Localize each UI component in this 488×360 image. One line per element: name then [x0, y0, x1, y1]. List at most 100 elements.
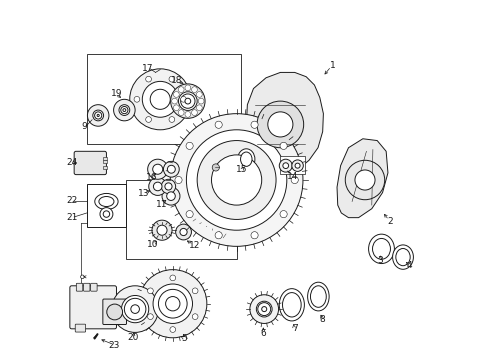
Circle shape [215, 121, 222, 128]
Bar [126, 180, 237, 259]
Bar [86, 184, 126, 226]
Circle shape [100, 208, 113, 221]
Circle shape [93, 110, 103, 121]
Circle shape [354, 170, 374, 190]
Circle shape [175, 176, 182, 184]
FancyBboxPatch shape [74, 151, 106, 175]
Circle shape [178, 87, 183, 93]
Circle shape [294, 163, 300, 168]
Circle shape [280, 142, 286, 149]
Circle shape [122, 109, 125, 112]
Circle shape [178, 92, 197, 111]
Text: 20: 20 [127, 333, 138, 342]
Circle shape [142, 81, 178, 117]
Text: 10: 10 [146, 240, 158, 249]
Circle shape [196, 105, 202, 111]
Circle shape [184, 98, 190, 104]
Text: 19: 19 [111, 89, 122, 98]
Circle shape [147, 159, 167, 179]
Text: 18: 18 [170, 76, 182, 85]
Circle shape [170, 84, 204, 118]
Text: 14: 14 [286, 172, 298, 181]
Text: 24: 24 [66, 158, 77, 167]
Ellipse shape [237, 149, 254, 170]
Ellipse shape [99, 197, 114, 207]
Circle shape [257, 101, 303, 148]
Circle shape [261, 307, 266, 312]
Circle shape [257, 303, 270, 316]
Circle shape [152, 164, 163, 174]
Circle shape [211, 155, 261, 205]
Ellipse shape [310, 286, 325, 307]
Text: 6: 6 [260, 329, 265, 338]
FancyBboxPatch shape [83, 283, 90, 291]
Text: 11: 11 [156, 199, 167, 208]
Circle shape [147, 288, 153, 294]
FancyBboxPatch shape [102, 299, 126, 324]
Circle shape [119, 105, 129, 116]
Text: 15: 15 [236, 166, 247, 175]
Circle shape [124, 298, 145, 320]
Polygon shape [246, 72, 323, 173]
Bar [279, 156, 304, 174]
Text: 1: 1 [329, 61, 335, 70]
Circle shape [158, 289, 187, 318]
Circle shape [196, 91, 202, 97]
Circle shape [139, 270, 206, 338]
Circle shape [131, 305, 139, 314]
Bar [102, 157, 107, 159]
Text: 4: 4 [406, 261, 411, 270]
Bar [86, 54, 241, 144]
Circle shape [280, 211, 286, 218]
Text: 21: 21 [66, 213, 77, 222]
Text: 2: 2 [386, 217, 392, 226]
Polygon shape [336, 139, 387, 218]
Circle shape [103, 211, 109, 217]
Circle shape [249, 295, 278, 323]
Text: 7: 7 [291, 324, 297, 333]
Circle shape [282, 163, 288, 168]
Polygon shape [188, 217, 230, 240]
Bar [102, 160, 107, 163]
Circle shape [121, 296, 148, 323]
Circle shape [173, 105, 179, 111]
Circle shape [215, 232, 222, 239]
FancyBboxPatch shape [90, 283, 97, 291]
FancyBboxPatch shape [76, 283, 82, 291]
Text: 5: 5 [181, 334, 187, 343]
Circle shape [192, 314, 198, 319]
Circle shape [148, 177, 166, 195]
Circle shape [106, 304, 122, 320]
Circle shape [145, 117, 151, 122]
Circle shape [164, 183, 172, 190]
Circle shape [153, 182, 162, 191]
Circle shape [291, 160, 303, 171]
Circle shape [97, 114, 99, 117]
Circle shape [185, 211, 193, 218]
Text: 9: 9 [81, 122, 87, 131]
Circle shape [169, 76, 174, 82]
Circle shape [121, 107, 128, 114]
Circle shape [173, 91, 179, 97]
Circle shape [112, 286, 158, 332]
Circle shape [150, 89, 170, 109]
Circle shape [198, 98, 203, 104]
Circle shape [212, 164, 219, 171]
Circle shape [166, 192, 175, 201]
Circle shape [161, 179, 175, 194]
Circle shape [162, 187, 180, 205]
Circle shape [267, 112, 292, 137]
Circle shape [185, 142, 193, 149]
Circle shape [169, 327, 175, 332]
Circle shape [250, 121, 258, 128]
Circle shape [186, 130, 286, 230]
Circle shape [191, 87, 197, 93]
Circle shape [180, 96, 186, 102]
Text: 16: 16 [145, 173, 157, 182]
Circle shape [157, 225, 167, 235]
Ellipse shape [282, 293, 301, 317]
Ellipse shape [307, 282, 328, 311]
Circle shape [145, 76, 151, 82]
Circle shape [165, 297, 180, 311]
Circle shape [180, 94, 195, 108]
